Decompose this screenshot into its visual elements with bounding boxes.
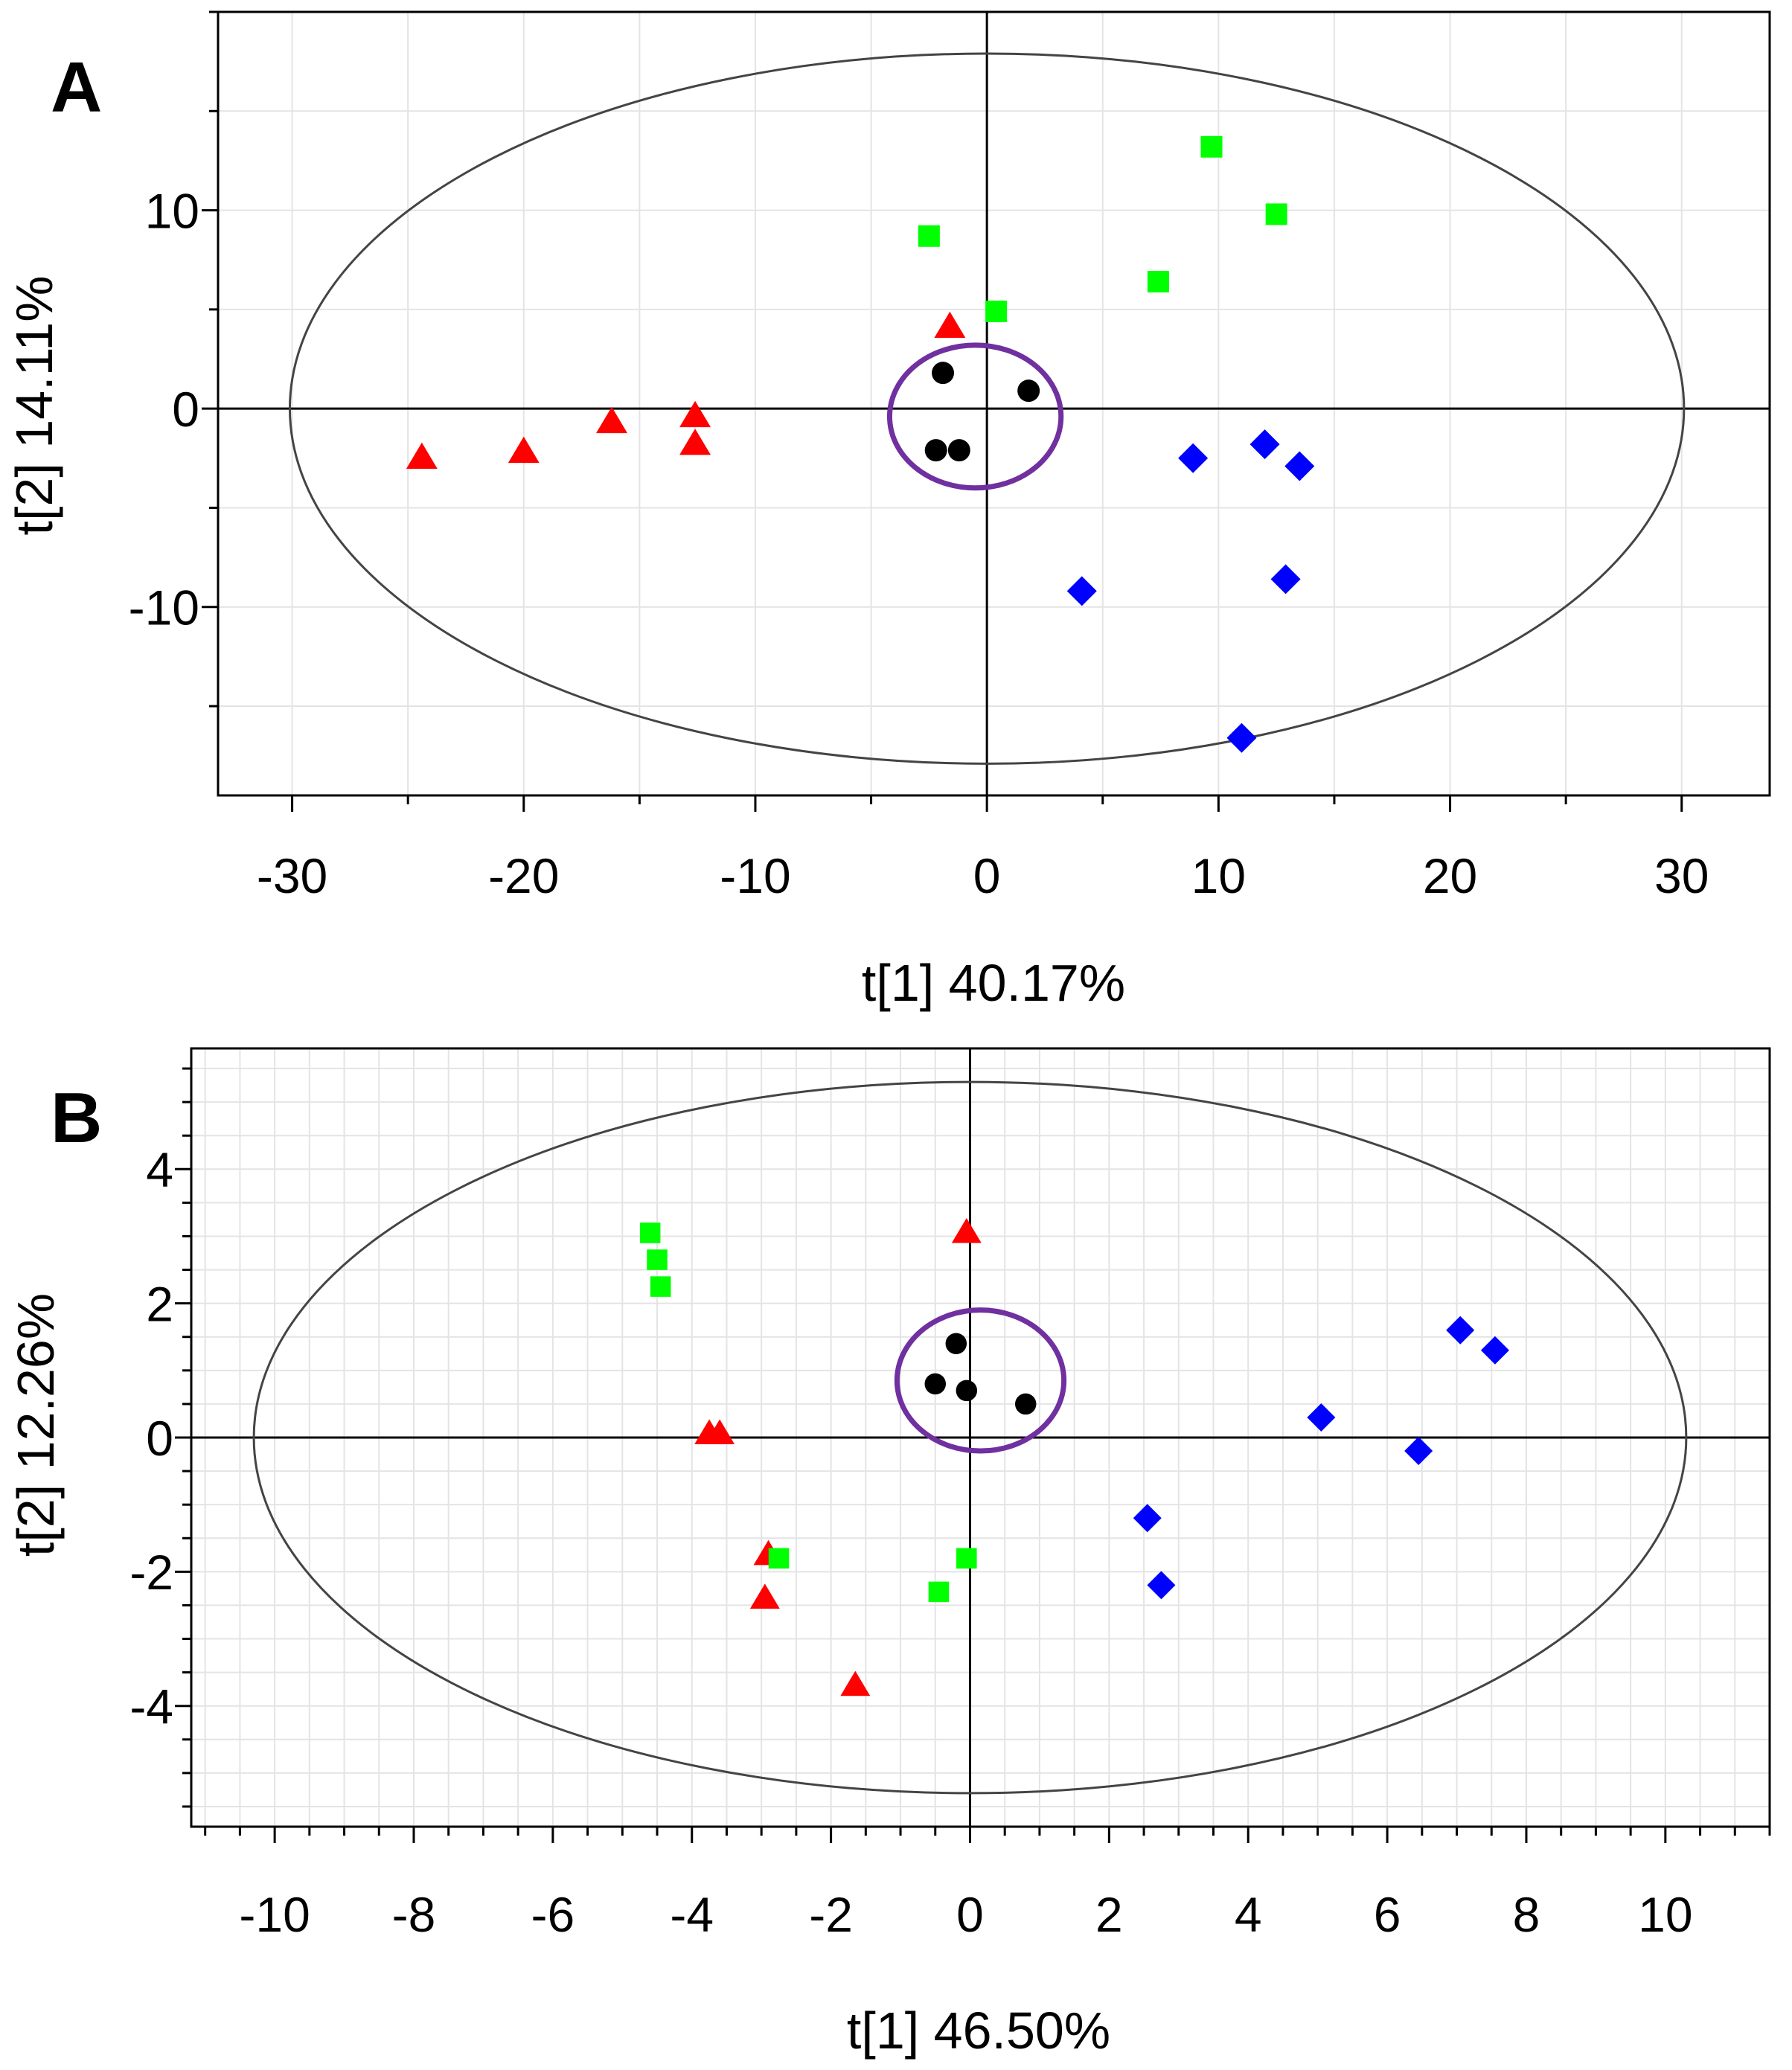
data-point-circle	[1014, 1393, 1037, 1415]
data-point-diamond	[1178, 443, 1209, 473]
x-tick-label: 30	[1654, 848, 1709, 903]
score-plot-b: -10 -8 -6 -4 -2 0 2 4 6 8 10 -4 -2 0 2 4 t[1] 46.50% t[2]…	[0, 1042, 1792, 2070]
x-tick-label: 10	[1638, 1887, 1692, 1942]
y-axis-title: t[2] 12.26%	[7, 1293, 65, 1557]
y-tick-label: -2	[129, 1545, 173, 1600]
x-axis-title: t[1] 46.50%	[847, 2002, 1110, 2060]
y-tick-label: 2	[146, 1276, 173, 1331]
panel-letter: A	[51, 48, 102, 127]
series-diamond	[1066, 429, 1315, 753]
y-tick-label: 0	[172, 382, 199, 437]
data-point-circle	[947, 439, 970, 462]
data-point-triangle	[406, 442, 438, 470]
panel-letter: B	[51, 1078, 102, 1158]
x-tick-label: 20	[1423, 848, 1477, 903]
data-point-triangle	[508, 436, 540, 464]
series-circle	[924, 362, 1040, 462]
score-plot-a-svg: -30 -20 -10 0 10 20 30 -10 0 10 t[1] 40.17% t[2] 14…	[5, 10, 1771, 1012]
data-point-diamond	[1147, 1571, 1176, 1600]
x-tick-label: -6	[531, 1887, 575, 1942]
highlight-ellipse	[894, 1307, 1067, 1454]
data-point-square	[639, 1223, 661, 1243]
x-tick-label: 0	[956, 1887, 984, 1942]
plot-area	[218, 12, 1770, 795]
data-point-circle	[956, 1380, 978, 1402]
data-point-diamond	[1066, 576, 1097, 606]
data-point-diamond	[1226, 722, 1257, 753]
data-point-diamond	[1446, 1316, 1475, 1345]
data-point-square	[918, 225, 940, 247]
y-tick-label: -4	[129, 1679, 173, 1734]
data-point-circle	[1017, 379, 1040, 403]
data-point-triangle	[951, 1217, 982, 1243]
x-tick-label: -30	[257, 848, 327, 903]
x-tick-label: -2	[809, 1887, 853, 1942]
y-tick-label: 0	[146, 1411, 173, 1466]
x-tick-label: -10	[239, 1887, 310, 1942]
y-axis-title: t[2] 14.11%	[5, 276, 63, 536]
data-point-triangle	[705, 1419, 735, 1445]
data-point-square	[956, 1548, 977, 1569]
x-tick-label: -4	[670, 1887, 714, 1942]
data-point-triangle	[749, 1583, 780, 1609]
data-point-diamond	[1249, 429, 1280, 460]
x-tick-label: -8	[392, 1887, 436, 1942]
x-tick-label: -20	[488, 848, 559, 903]
data-point-square	[1265, 203, 1287, 225]
data-point-triangle	[840, 1670, 871, 1696]
data-point-triangle	[596, 406, 628, 434]
data-point-diamond	[1270, 564, 1301, 595]
highlight-ellipse	[886, 342, 1064, 491]
data-point-circle	[932, 362, 955, 385]
data-point-diamond	[1133, 1504, 1162, 1533]
y-tick-label: 4	[146, 1142, 173, 1197]
data-point-triangle	[934, 311, 966, 339]
x-tick-label: 6	[1374, 1887, 1401, 1942]
series-diamond	[1133, 1316, 1509, 1600]
x-tick-label: 10	[1191, 848, 1246, 903]
series-square	[639, 1223, 977, 1603]
data-point-circle	[924, 439, 947, 462]
hotelling-ellipse	[252, 1080, 1688, 1795]
data-point-diamond	[1307, 1403, 1336, 1432]
y-tick-label: 10	[145, 183, 199, 238]
data-point-diamond	[1480, 1336, 1509, 1365]
data-point-square	[1147, 271, 1169, 293]
data-point-square	[985, 301, 1008, 323]
series-square	[918, 135, 1287, 323]
series-triangle	[406, 311, 966, 470]
data-point-triangle	[679, 400, 711, 428]
score-plot-b-svg: -10 -8 -6 -4 -2 0 2 4 6 8 10 -4 -2 0 2 4 t[1] 46.50% t[2]…	[7, 1047, 1771, 2060]
data-point-square	[928, 1581, 950, 1603]
score-plot-a: -30 -20 -10 0 10 20 30 -10 0 10 t[1] 40.17% t[2] 14…	[5, 10, 1771, 1012]
x-tick-label: 2	[1095, 1887, 1123, 1942]
x-tick-label: 0	[973, 848, 1001, 903]
x-tick-label: -10	[720, 848, 790, 903]
y-tick-label: -10	[129, 580, 199, 635]
data-point-circle	[924, 1373, 947, 1395]
x-tick-label: 8	[1513, 1887, 1540, 1942]
data-point-square	[1200, 135, 1223, 158]
x-axis-title: t[1] 40.17%	[862, 954, 1125, 1012]
data-point-square	[647, 1249, 668, 1270]
hotelling-ellipse	[288, 52, 1686, 765]
plot-frame	[217, 10, 1771, 797]
x-tick-label: 4	[1235, 1887, 1262, 1942]
data-point-circle	[945, 1333, 967, 1355]
series-circle	[924, 1333, 1037, 1415]
data-point-square	[768, 1548, 790, 1569]
data-point-square	[650, 1276, 671, 1297]
data-point-triangle	[679, 429, 711, 455]
data-point-diamond	[1404, 1437, 1433, 1466]
data-point-diamond	[1284, 451, 1315, 481]
